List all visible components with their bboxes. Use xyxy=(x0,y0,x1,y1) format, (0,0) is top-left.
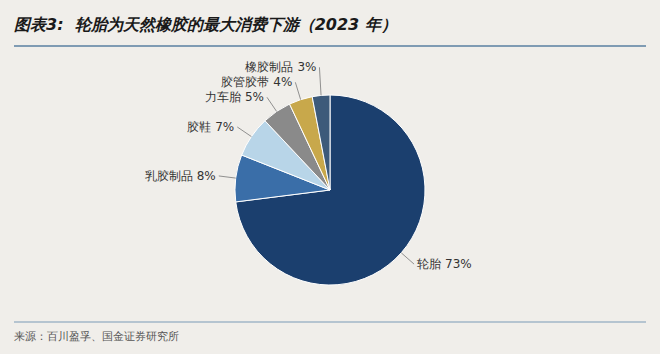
data-label: 轮胎 73% xyxy=(417,257,472,271)
value-label: 73% xyxy=(445,257,472,271)
slice xyxy=(236,95,425,285)
chart: 图表3: 轮胎为天然橡胶的最大消费下游（2023 年） 来源：百川盈孚、国金证券研… xyxy=(0,0,660,354)
category-label: 橡胶制品 xyxy=(245,60,293,74)
value-label: 3% xyxy=(297,60,316,74)
title: 图表3: 轮胎为天然橡胶的最大消费下游（2023 年） xyxy=(14,15,397,34)
slice xyxy=(312,95,330,190)
data-label: 胶鞋 7% xyxy=(187,119,234,133)
value-label: 5% xyxy=(245,90,264,104)
value-label: 4% xyxy=(273,75,292,89)
leader-line xyxy=(319,67,321,95)
leader-line xyxy=(219,176,236,178)
data-label: 力车胎 5% xyxy=(205,90,264,104)
leader-line xyxy=(267,97,277,111)
category-label: 轮胎 xyxy=(417,257,441,271)
category-label: 乳胶制品 xyxy=(145,168,193,182)
leader-line xyxy=(295,82,300,99)
value-label: 7% xyxy=(215,119,234,133)
source: 来源：百川盈孚、国金证券研究所 xyxy=(14,330,179,343)
background xyxy=(0,0,660,354)
data-label: 胶管胶带 4% xyxy=(221,75,292,89)
labels: 轮胎 73% 乳胶制品 8% 胶鞋 7% 力车胎 5%胶管胶带 4%橡胶制品 3% xyxy=(145,60,472,271)
leader-line xyxy=(401,253,414,264)
leader-line xyxy=(237,127,251,137)
category-label: 胶管胶带 xyxy=(221,75,269,89)
title-rule xyxy=(14,45,646,47)
data-label: 橡胶制品 3% xyxy=(245,60,316,74)
data-label: 乳胶制品 8% xyxy=(145,168,216,182)
pie xyxy=(235,95,425,285)
category-label: 胶鞋 xyxy=(187,119,211,133)
category-label: 力车胎 xyxy=(205,90,241,104)
value-label: 8% xyxy=(197,168,216,182)
source-rule xyxy=(14,321,646,322)
